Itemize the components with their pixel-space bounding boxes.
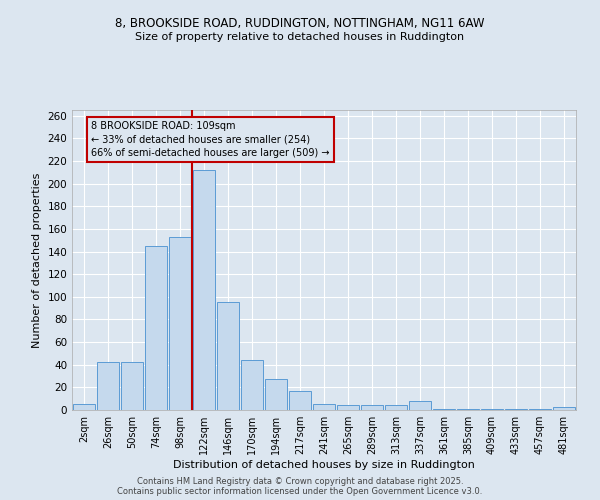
Bar [529,409,551,410]
Bar [385,406,407,410]
Bar [433,409,455,410]
X-axis label: Distribution of detached houses by size in Ruddington: Distribution of detached houses by size … [173,460,475,470]
Bar [553,406,575,410]
Bar [241,360,263,410]
Bar [121,362,143,410]
Bar [265,380,287,410]
Bar [289,391,311,410]
Bar [217,302,239,410]
Text: Contains HM Land Registry data © Crown copyright and database right 2025.: Contains HM Land Registry data © Crown c… [137,478,463,486]
Bar [313,404,335,410]
Y-axis label: Number of detached properties: Number of detached properties [32,172,42,348]
Bar [481,409,503,410]
Text: Size of property relative to detached houses in Ruddington: Size of property relative to detached ho… [136,32,464,42]
Bar [409,401,431,410]
Text: 8, BROOKSIDE ROAD, RUDDINGTON, NOTTINGHAM, NG11 6AW: 8, BROOKSIDE ROAD, RUDDINGTON, NOTTINGHA… [115,18,485,30]
Text: Contains public sector information licensed under the Open Government Licence v3: Contains public sector information licen… [118,488,482,496]
Bar [457,409,479,410]
Bar [337,406,359,410]
Bar [361,406,383,410]
Bar [73,404,95,410]
Bar [193,170,215,410]
Bar [505,409,527,410]
Bar [169,237,191,410]
Bar [97,362,119,410]
Bar [145,246,167,410]
Text: 8 BROOKSIDE ROAD: 109sqm
← 33% of detached houses are smaller (254)
66% of semi-: 8 BROOKSIDE ROAD: 109sqm ← 33% of detach… [91,122,330,158]
